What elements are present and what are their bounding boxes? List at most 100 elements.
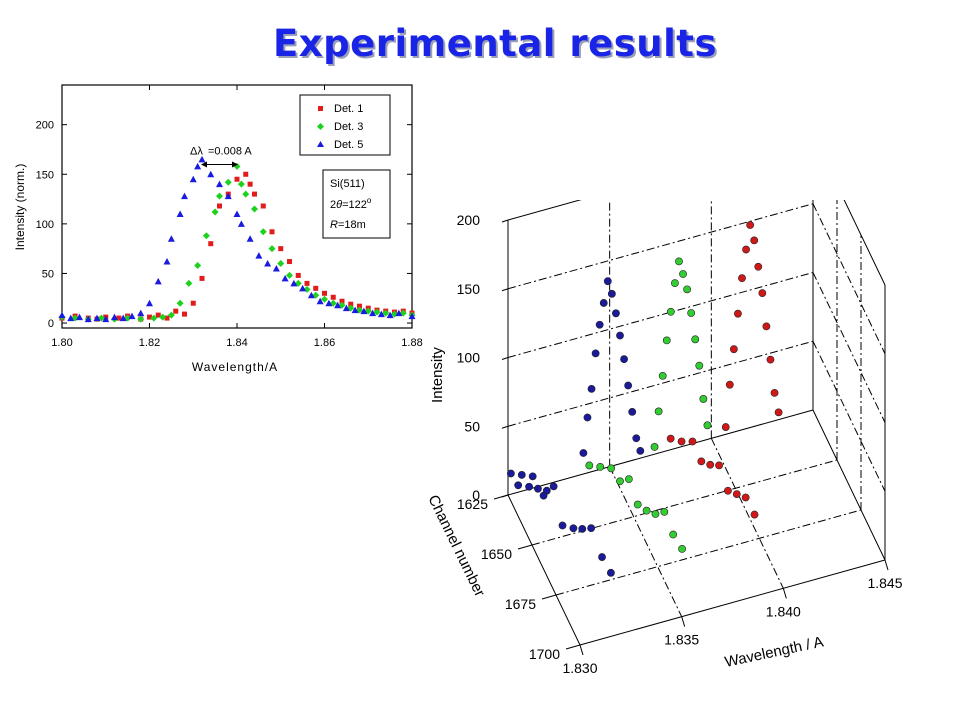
x-tick-label: 1.88 xyxy=(401,337,422,349)
data-point-3d-series-2 xyxy=(706,460,715,469)
data-point-series-0 xyxy=(243,171,249,177)
data-point-series-1 xyxy=(382,309,390,317)
data-point-series-2 xyxy=(189,175,197,183)
data-point-3d-series-1 xyxy=(670,279,679,288)
data-point-series-0 xyxy=(199,275,205,281)
data-point-3d-series-0 xyxy=(539,491,548,500)
legend: Det. 1 Det. 3 Det. 5 xyxy=(299,94,391,156)
data-point-series-0 xyxy=(164,315,170,321)
data-point-series-2 xyxy=(369,309,377,317)
x-tick-label: 1.86 xyxy=(314,337,335,349)
data-point-series-2 xyxy=(299,284,307,292)
data-point-series-0 xyxy=(155,312,161,318)
data-point-3d-series-1 xyxy=(650,443,659,451)
data-point-series-0 xyxy=(278,246,284,252)
data-point-series-0 xyxy=(208,241,214,247)
channel-tick-label: 1675 xyxy=(505,596,536,612)
data-point-3d-series-1 xyxy=(596,462,605,471)
data-point-series-2 xyxy=(386,311,394,319)
data-point-3d-series-2 xyxy=(758,289,767,298)
data-point-series-2 xyxy=(272,264,280,272)
data-point-series-2 xyxy=(290,279,298,287)
angle-label: 2θ=122o xyxy=(330,196,372,211)
data-point-series-0 xyxy=(182,311,187,317)
data-point-series-1 xyxy=(150,314,158,322)
data-point-3d-series-2 xyxy=(721,423,730,431)
channel-tick-label: 1650 xyxy=(481,546,512,562)
data-point-3d-series-0 xyxy=(587,384,596,393)
data-point-series-1 xyxy=(224,178,232,186)
data-point-series-1 xyxy=(185,279,193,287)
data-point-3d-series-1 xyxy=(669,530,678,539)
data-point-3d-series-0 xyxy=(607,289,616,298)
data-point-series-1 xyxy=(259,228,267,236)
data-point-3d-series-2 xyxy=(770,388,779,397)
legend-marker-det1 xyxy=(318,106,323,111)
grid-z-right xyxy=(812,203,886,354)
data-point-series-2 xyxy=(207,170,215,178)
data-point-series-1 xyxy=(268,245,276,253)
z-tick-mark xyxy=(501,288,509,292)
grid-x-floor xyxy=(710,438,784,589)
data-point-3d-series-0 xyxy=(534,484,542,493)
wavelength-axis-label: Wavelength / A xyxy=(723,633,825,670)
data-point-3d-series-1 xyxy=(687,309,696,317)
grid-ch-floor xyxy=(555,509,862,596)
data-point-series-0 xyxy=(247,181,253,187)
data-point-series-0 xyxy=(260,203,266,209)
data-point-3d-series-0 xyxy=(525,482,533,491)
x-tick-label: 1.80 xyxy=(51,337,72,349)
data-point-series-2 xyxy=(194,162,202,170)
data-point-3d-series-1 xyxy=(654,407,663,416)
wavelength-tick-label: 1.830 xyxy=(562,660,597,676)
data-point-series-0 xyxy=(116,315,122,321)
wavelength-tick-label: 1.845 xyxy=(867,575,902,591)
data-point-series-1 xyxy=(194,262,202,270)
data-point-series-2 xyxy=(163,258,171,265)
page-title: Experimental results xyxy=(273,22,717,65)
data-point-3d-series-2 xyxy=(734,309,742,318)
data-point-series-0 xyxy=(190,300,196,306)
data-point-3d-series-2 xyxy=(750,510,759,519)
y-tick-label: 200 xyxy=(36,120,54,132)
data-point-series-2 xyxy=(255,252,263,259)
y-tick-label: 50 xyxy=(42,268,54,280)
chart3d-frame xyxy=(507,200,886,646)
data-point-3d-series-0 xyxy=(624,381,633,390)
data-point-series-2 xyxy=(67,314,75,322)
data-point-series-1 xyxy=(329,299,337,307)
data-point-3d-series-2 xyxy=(741,493,750,502)
data-point-3d-series-0 xyxy=(528,472,537,481)
y-tick-label: 0 xyxy=(48,318,54,330)
channel-tick-label: 1625 xyxy=(457,496,488,512)
channel-tick-mark xyxy=(565,644,581,650)
data-point-series-1 xyxy=(286,271,293,279)
data-point-series-2 xyxy=(307,291,315,299)
data-point-series-2 xyxy=(102,315,110,323)
data-point-3d-series-2 xyxy=(762,322,771,331)
z-tick-label: 100 xyxy=(457,350,481,366)
data-point-series-0 xyxy=(330,294,336,300)
data-point-3d-series-1 xyxy=(585,461,594,470)
data-point-3d-series-2 xyxy=(732,490,741,498)
data-point-series-1 xyxy=(312,291,320,299)
data-point-series-2 xyxy=(119,314,127,322)
z-tick-mark xyxy=(501,219,509,223)
data-point-series-2 xyxy=(198,155,206,163)
data-point-3d-series-1 xyxy=(607,464,616,473)
data-point-series-1 xyxy=(364,307,372,315)
data-point-series-0 xyxy=(313,285,319,291)
legend-label-det3: Det. 3 xyxy=(334,121,363,133)
data-point-3d-series-1 xyxy=(624,475,633,484)
data-point-3d-series-1 xyxy=(683,285,691,294)
data-point-3d-series-2 xyxy=(746,221,755,229)
info-box: Si(511) 2θ=122o R=18m xyxy=(322,169,391,239)
data-point-series-2 xyxy=(408,312,416,320)
data-point-3d-series-2 xyxy=(750,236,759,245)
data-point-series-2 xyxy=(93,314,101,322)
data-point-3d-series-1 xyxy=(642,506,651,515)
data-point-3d-series-0 xyxy=(587,524,596,533)
data-point-3d-series-0 xyxy=(569,524,578,533)
right-top-edge xyxy=(843,200,886,286)
